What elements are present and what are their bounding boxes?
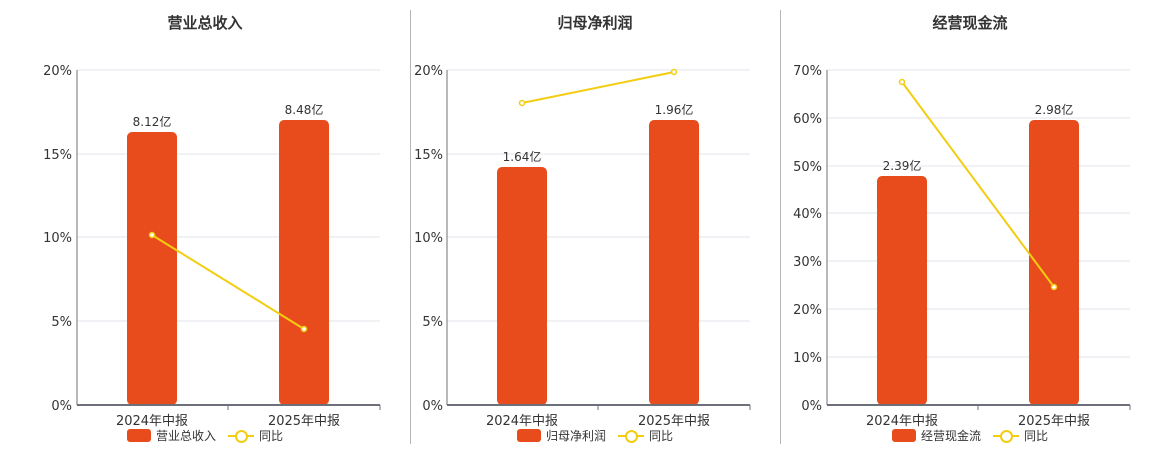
gridlines xyxy=(447,69,750,322)
yoy-line[interactable] xyxy=(901,81,1055,288)
legend-line-icon[interactable] xyxy=(618,429,644,443)
bar-value-label: 2.39亿 xyxy=(883,158,922,173)
legend-bar-swatch[interactable] xyxy=(126,429,151,442)
yoy-point[interactable] xyxy=(1050,283,1058,291)
svg-text:15%: 15% xyxy=(43,148,72,163)
chart-title: 经营现金流 xyxy=(932,14,1008,32)
svg-text:20%: 20% xyxy=(414,64,443,79)
bar[interactable] xyxy=(279,120,329,405)
chart-panel-net-profit: 归母净利润 1.64亿 1.96亿 0% 5% 10% 15% 20% 2024… xyxy=(410,0,780,450)
legend-line-icon[interactable] xyxy=(228,429,254,443)
yoy-point[interactable] xyxy=(148,231,156,239)
svg-text:20%: 20% xyxy=(793,303,822,318)
x-axis-label: 2024年中报 xyxy=(116,414,188,429)
panel-divider xyxy=(410,10,411,444)
legend: 经营现金流 同比 xyxy=(780,427,1160,444)
yoy-point[interactable] xyxy=(898,78,906,86)
bar-value-label: 1.96亿 xyxy=(655,102,694,117)
yoy-line[interactable] xyxy=(521,71,675,104)
svg-text:10%: 10% xyxy=(793,351,822,366)
legend-bar-label[interactable]: 营业总收入 xyxy=(155,429,216,443)
svg-text:5%: 5% xyxy=(51,315,72,330)
bar[interactable] xyxy=(877,176,927,405)
chart-plot: 1.64亿 1.96亿 0% 5% 10% 15% 20% 2024年中报 20… xyxy=(414,64,751,429)
svg-text:30%: 30% xyxy=(793,255,822,270)
bar[interactable] xyxy=(1029,120,1079,405)
svg-text:40%: 40% xyxy=(793,207,822,222)
chart-plot: 2.39亿 2.98亿 0% 10% 20% 30% 40% 50% 60% 7… xyxy=(793,64,1131,429)
x-axis-label: 2024年中报 xyxy=(486,414,558,429)
chart-panel-revenue: 营业总收入 8.12亿 8.48亿 0% 5% 10% 15% 20% 2024… xyxy=(0,0,410,450)
svg-text:60%: 60% xyxy=(793,112,822,127)
x-axis-label: 2024年中报 xyxy=(866,414,938,429)
yoy-point[interactable] xyxy=(670,68,678,76)
legend-bar-swatch[interactable] xyxy=(516,429,541,442)
x-axis-label: 2025年中报 xyxy=(1018,414,1090,429)
svg-text:15%: 15% xyxy=(414,148,443,163)
legend-line-label[interactable]: 同比 xyxy=(1024,429,1049,443)
yoy-line[interactable] xyxy=(151,234,305,330)
bar-value-label: 1.64亿 xyxy=(503,149,542,164)
legend-line-icon[interactable] xyxy=(993,429,1019,443)
y-axis-labels: 0% 5% 10% 15% 20% xyxy=(43,64,72,414)
y-axis-labels: 0% 5% 10% 15% 20% xyxy=(414,64,443,414)
legend-line-label[interactable]: 同比 xyxy=(649,429,674,443)
svg-text:0%: 0% xyxy=(51,399,72,414)
x-axis-label: 2025年中报 xyxy=(268,414,340,429)
y-axis-labels: 0% 10% 20% 30% 40% 50% 60% 70% xyxy=(793,64,822,414)
bar[interactable] xyxy=(497,167,547,405)
svg-text:10%: 10% xyxy=(414,231,443,246)
chart-title: 营业总收入 xyxy=(167,14,243,32)
svg-text:70%: 70% xyxy=(793,64,822,79)
yoy-point[interactable] xyxy=(518,99,526,107)
legend-bar-label[interactable]: 经营现金流 xyxy=(920,429,981,443)
bar-value-label: 8.12亿 xyxy=(133,114,172,129)
panel-divider xyxy=(780,10,781,444)
legend-bar-label[interactable]: 归母净利润 xyxy=(545,429,606,443)
yoy-point[interactable] xyxy=(300,325,308,333)
svg-text:0%: 0% xyxy=(801,399,822,414)
legend: 归母净利润 同比 xyxy=(410,427,780,444)
chart-plot: 8.12亿 8.48亿 0% 5% 10% 15% 20% 2024年中报 20… xyxy=(43,64,381,429)
chart-panel-operating-cash-flow: 经营现金流 2.39亿 2.98亿 0% 10% 20% 30% 40% 50% xyxy=(780,0,1160,450)
legend: 营业总收入 同比 xyxy=(0,427,410,444)
svg-text:20%: 20% xyxy=(43,64,72,79)
legend-bar-swatch[interactable] xyxy=(891,429,916,442)
bar[interactable] xyxy=(127,132,177,405)
bar[interactable] xyxy=(649,120,699,405)
svg-text:0%: 0% xyxy=(422,399,443,414)
svg-text:50%: 50% xyxy=(793,160,822,175)
gridlines xyxy=(827,69,1130,358)
svg-text:10%: 10% xyxy=(43,231,72,246)
svg-text:5%: 5% xyxy=(422,315,443,330)
x-axis-label: 2025年中报 xyxy=(638,414,710,429)
bar-value-label: 2.98亿 xyxy=(1035,102,1074,117)
legend-line-label[interactable]: 同比 xyxy=(259,429,284,443)
bar-value-label: 8.48亿 xyxy=(285,102,324,117)
chart-title: 归母净利润 xyxy=(557,14,633,32)
